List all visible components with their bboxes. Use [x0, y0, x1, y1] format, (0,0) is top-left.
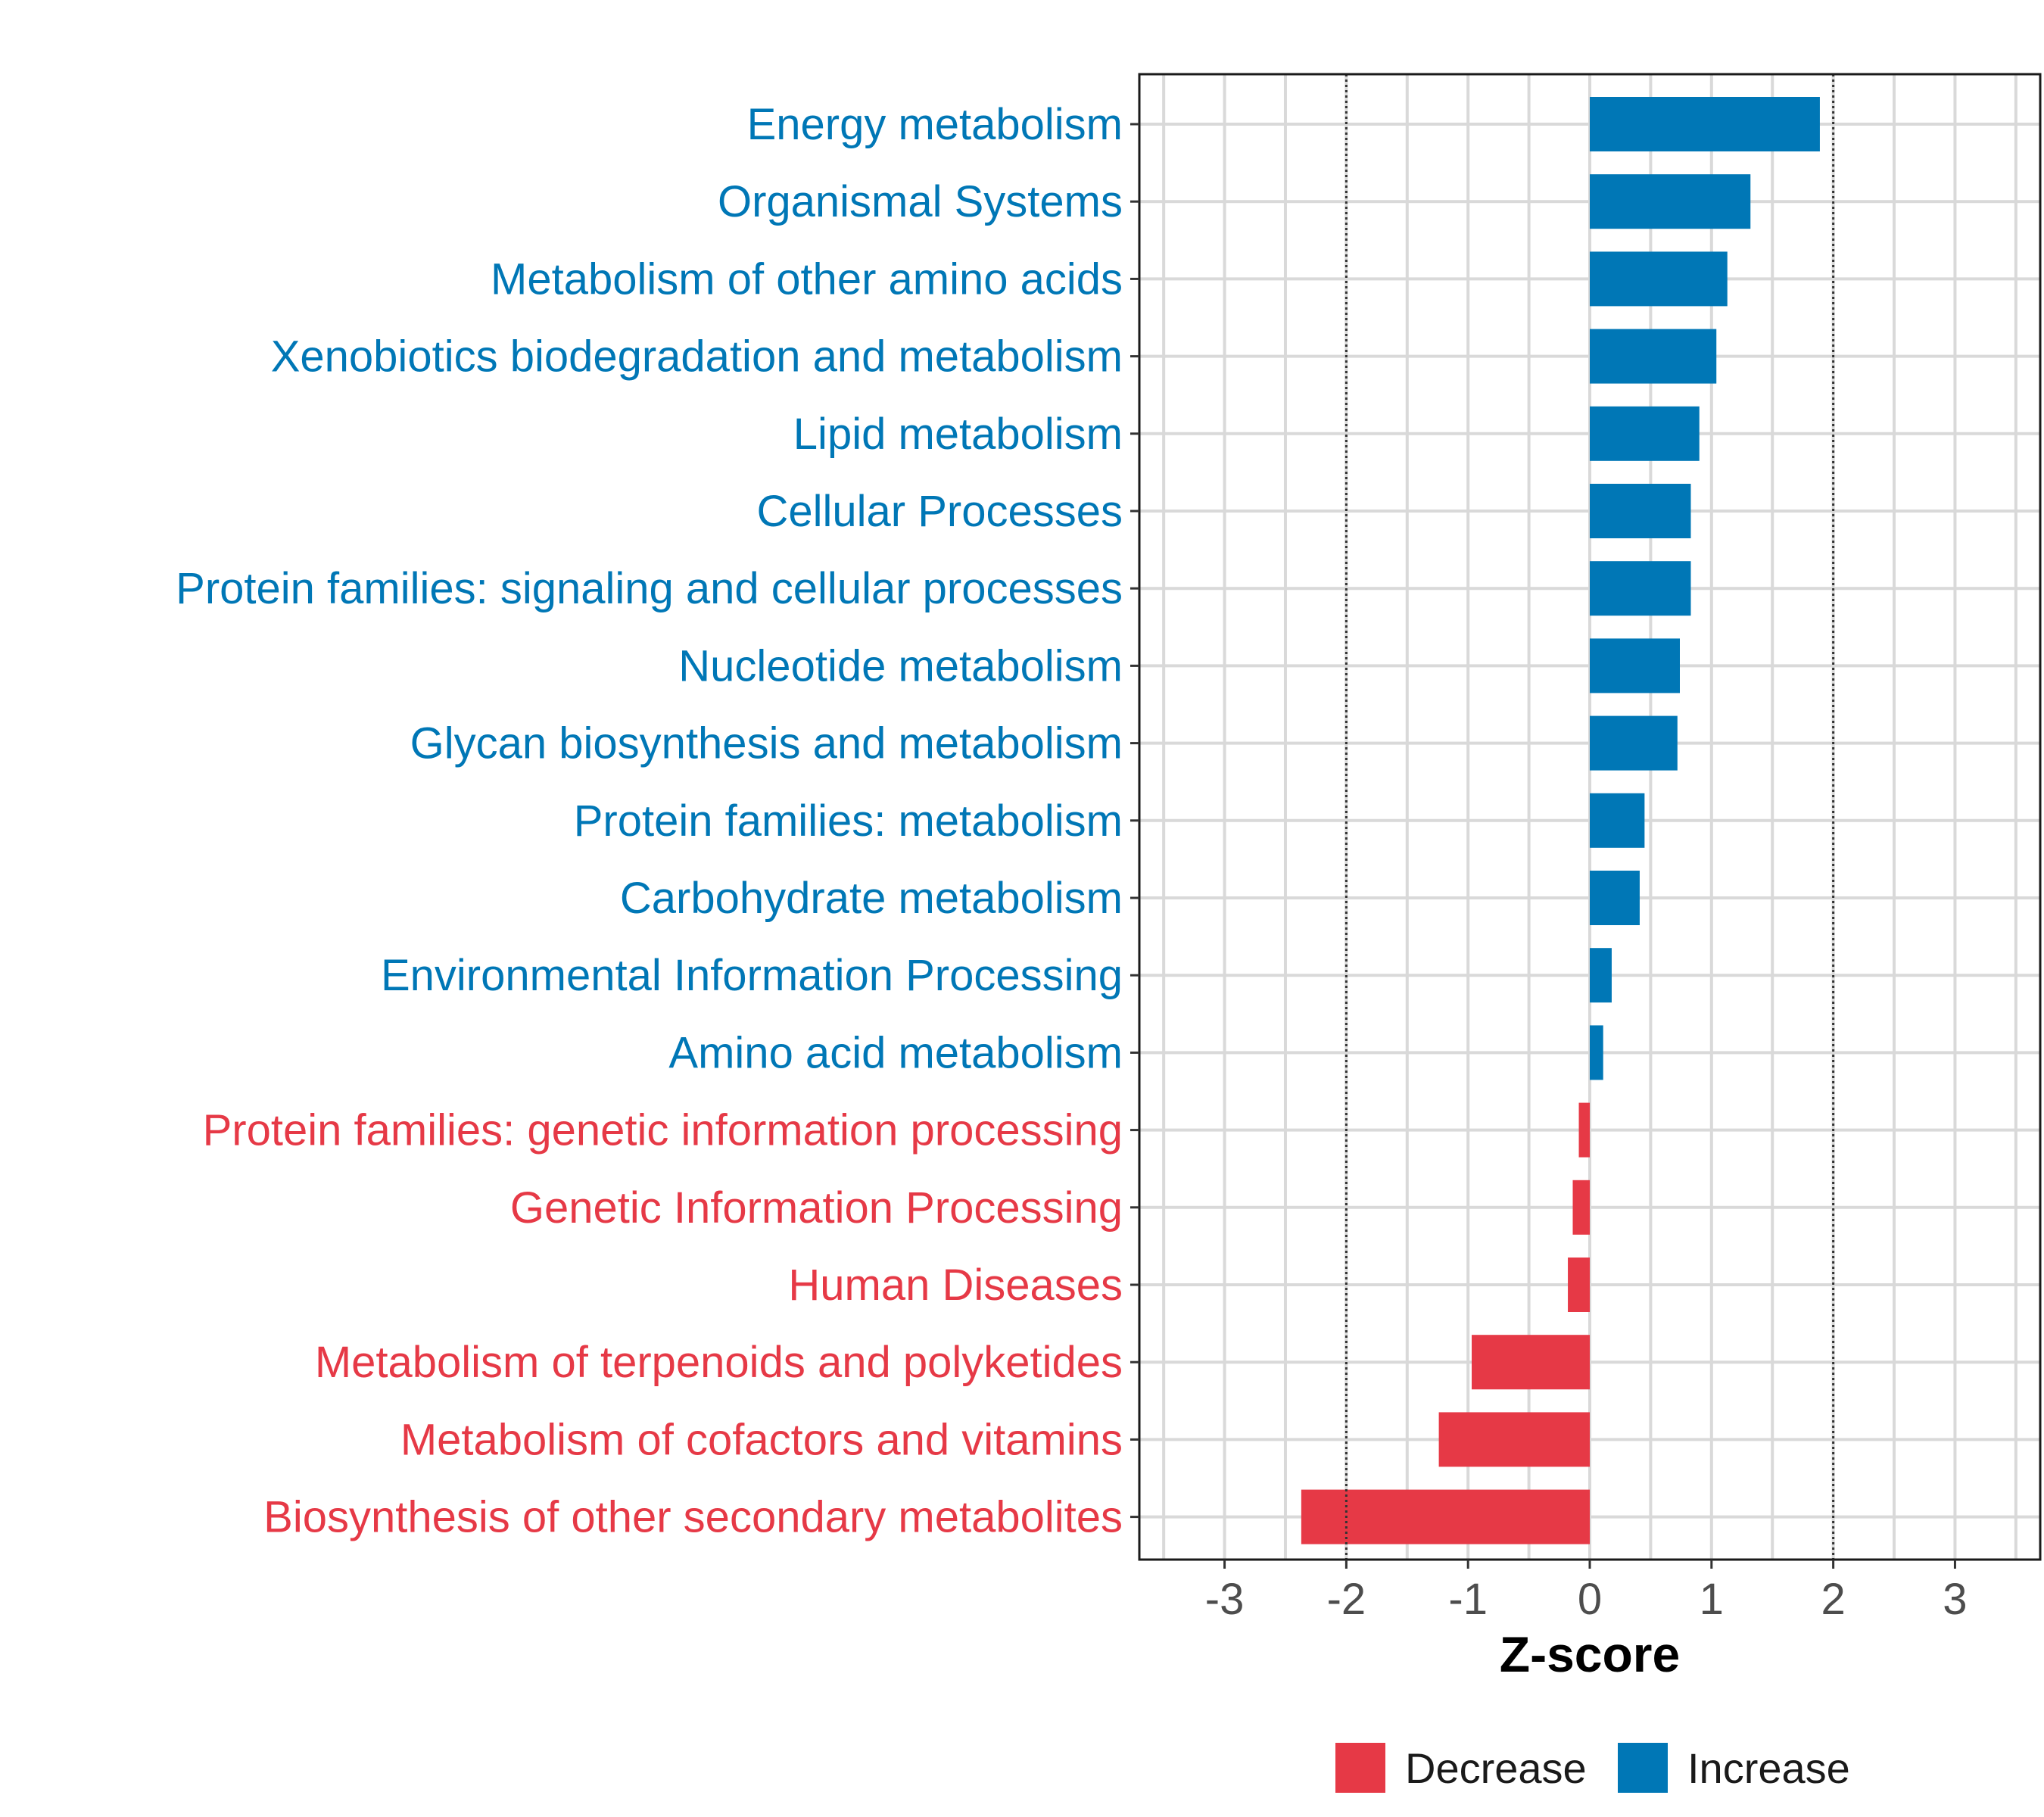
x-tick-label: -1 — [1448, 1575, 1488, 1624]
category-label: Nucleotide metabolism — [678, 641, 1123, 690]
category-label: Genetic Information Processing — [510, 1183, 1123, 1233]
bar — [1572, 1180, 1590, 1235]
category-label: Amino acid metabolism — [668, 1028, 1123, 1077]
x-tick-label: -2 — [1327, 1575, 1366, 1624]
category-label: Metabolism of cofactors and vitamins — [400, 1415, 1123, 1464]
category-label: Human Diseases — [788, 1261, 1123, 1310]
category-label: Protein families: signaling and cellular… — [176, 564, 1123, 613]
category-label: Environmental Information Processing — [381, 951, 1123, 1000]
legend-swatch-decrease — [1335, 1743, 1385, 1793]
legend: Decrease Increase — [1335, 1743, 1850, 1793]
x-axis-title: Z-score — [1500, 1626, 1680, 1682]
bar — [1568, 1258, 1590, 1312]
bar — [1590, 793, 1645, 848]
x-tick-label: -3 — [1205, 1575, 1245, 1624]
bar — [1590, 251, 1728, 307]
x-tick-label: 3 — [1943, 1575, 1967, 1624]
x-axis-ticks: -3 -2 -1 0 1 2 3 — [1205, 1560, 1968, 1624]
y-axis-ticks: Energy metabolism Organismal Systems Metab… — [176, 100, 1139, 1542]
bar — [1590, 871, 1640, 925]
bar — [1590, 638, 1680, 693]
bar — [1590, 1025, 1603, 1080]
x-tick-label: 1 — [1700, 1575, 1724, 1624]
category-label: Protein families: genetic information pr… — [203, 1106, 1123, 1155]
legend-label-increase: Increase — [1687, 1744, 1850, 1792]
category-label: Carbohydrate metabolism — [620, 874, 1123, 923]
category-label: Glycan biosynthesis and metabolism — [410, 719, 1123, 768]
bar — [1590, 715, 1678, 771]
reference-lines — [1344, 74, 1835, 1560]
bar — [1590, 174, 1751, 229]
category-label: Biosynthesis of other secondary metaboli… — [263, 1493, 1123, 1542]
category-label: Organismal Systems — [718, 177, 1123, 226]
bar — [1438, 1412, 1590, 1467]
x-tick-label: 2 — [1821, 1575, 1845, 1624]
legend-label-decrease: Decrease — [1405, 1744, 1587, 1792]
category-label: Xenobiotics biodegradation and metabolis… — [271, 332, 1123, 382]
bar — [1301, 1489, 1590, 1544]
x-tick-label: 0 — [1578, 1575, 1602, 1624]
legend-swatch-increase — [1618, 1743, 1668, 1793]
bar — [1590, 329, 1717, 384]
bar — [1472, 1335, 1590, 1390]
bar — [1578, 1102, 1590, 1158]
bar — [1590, 948, 1612, 1003]
bar — [1590, 484, 1691, 538]
category-label: Protein families: metabolism — [574, 796, 1123, 846]
category-label: Lipid metabolism — [793, 410, 1123, 459]
bar — [1590, 406, 1700, 461]
bar — [1590, 561, 1691, 616]
category-label: Metabolism of other amino acids — [491, 254, 1123, 304]
category-label: Energy metabolism — [747, 100, 1123, 149]
category-label: Cellular Processes — [756, 487, 1123, 536]
bar-layer — [1301, 97, 1820, 1544]
category-label: Metabolism of terpenoids and polyketides — [315, 1338, 1123, 1387]
bar — [1590, 97, 1820, 151]
